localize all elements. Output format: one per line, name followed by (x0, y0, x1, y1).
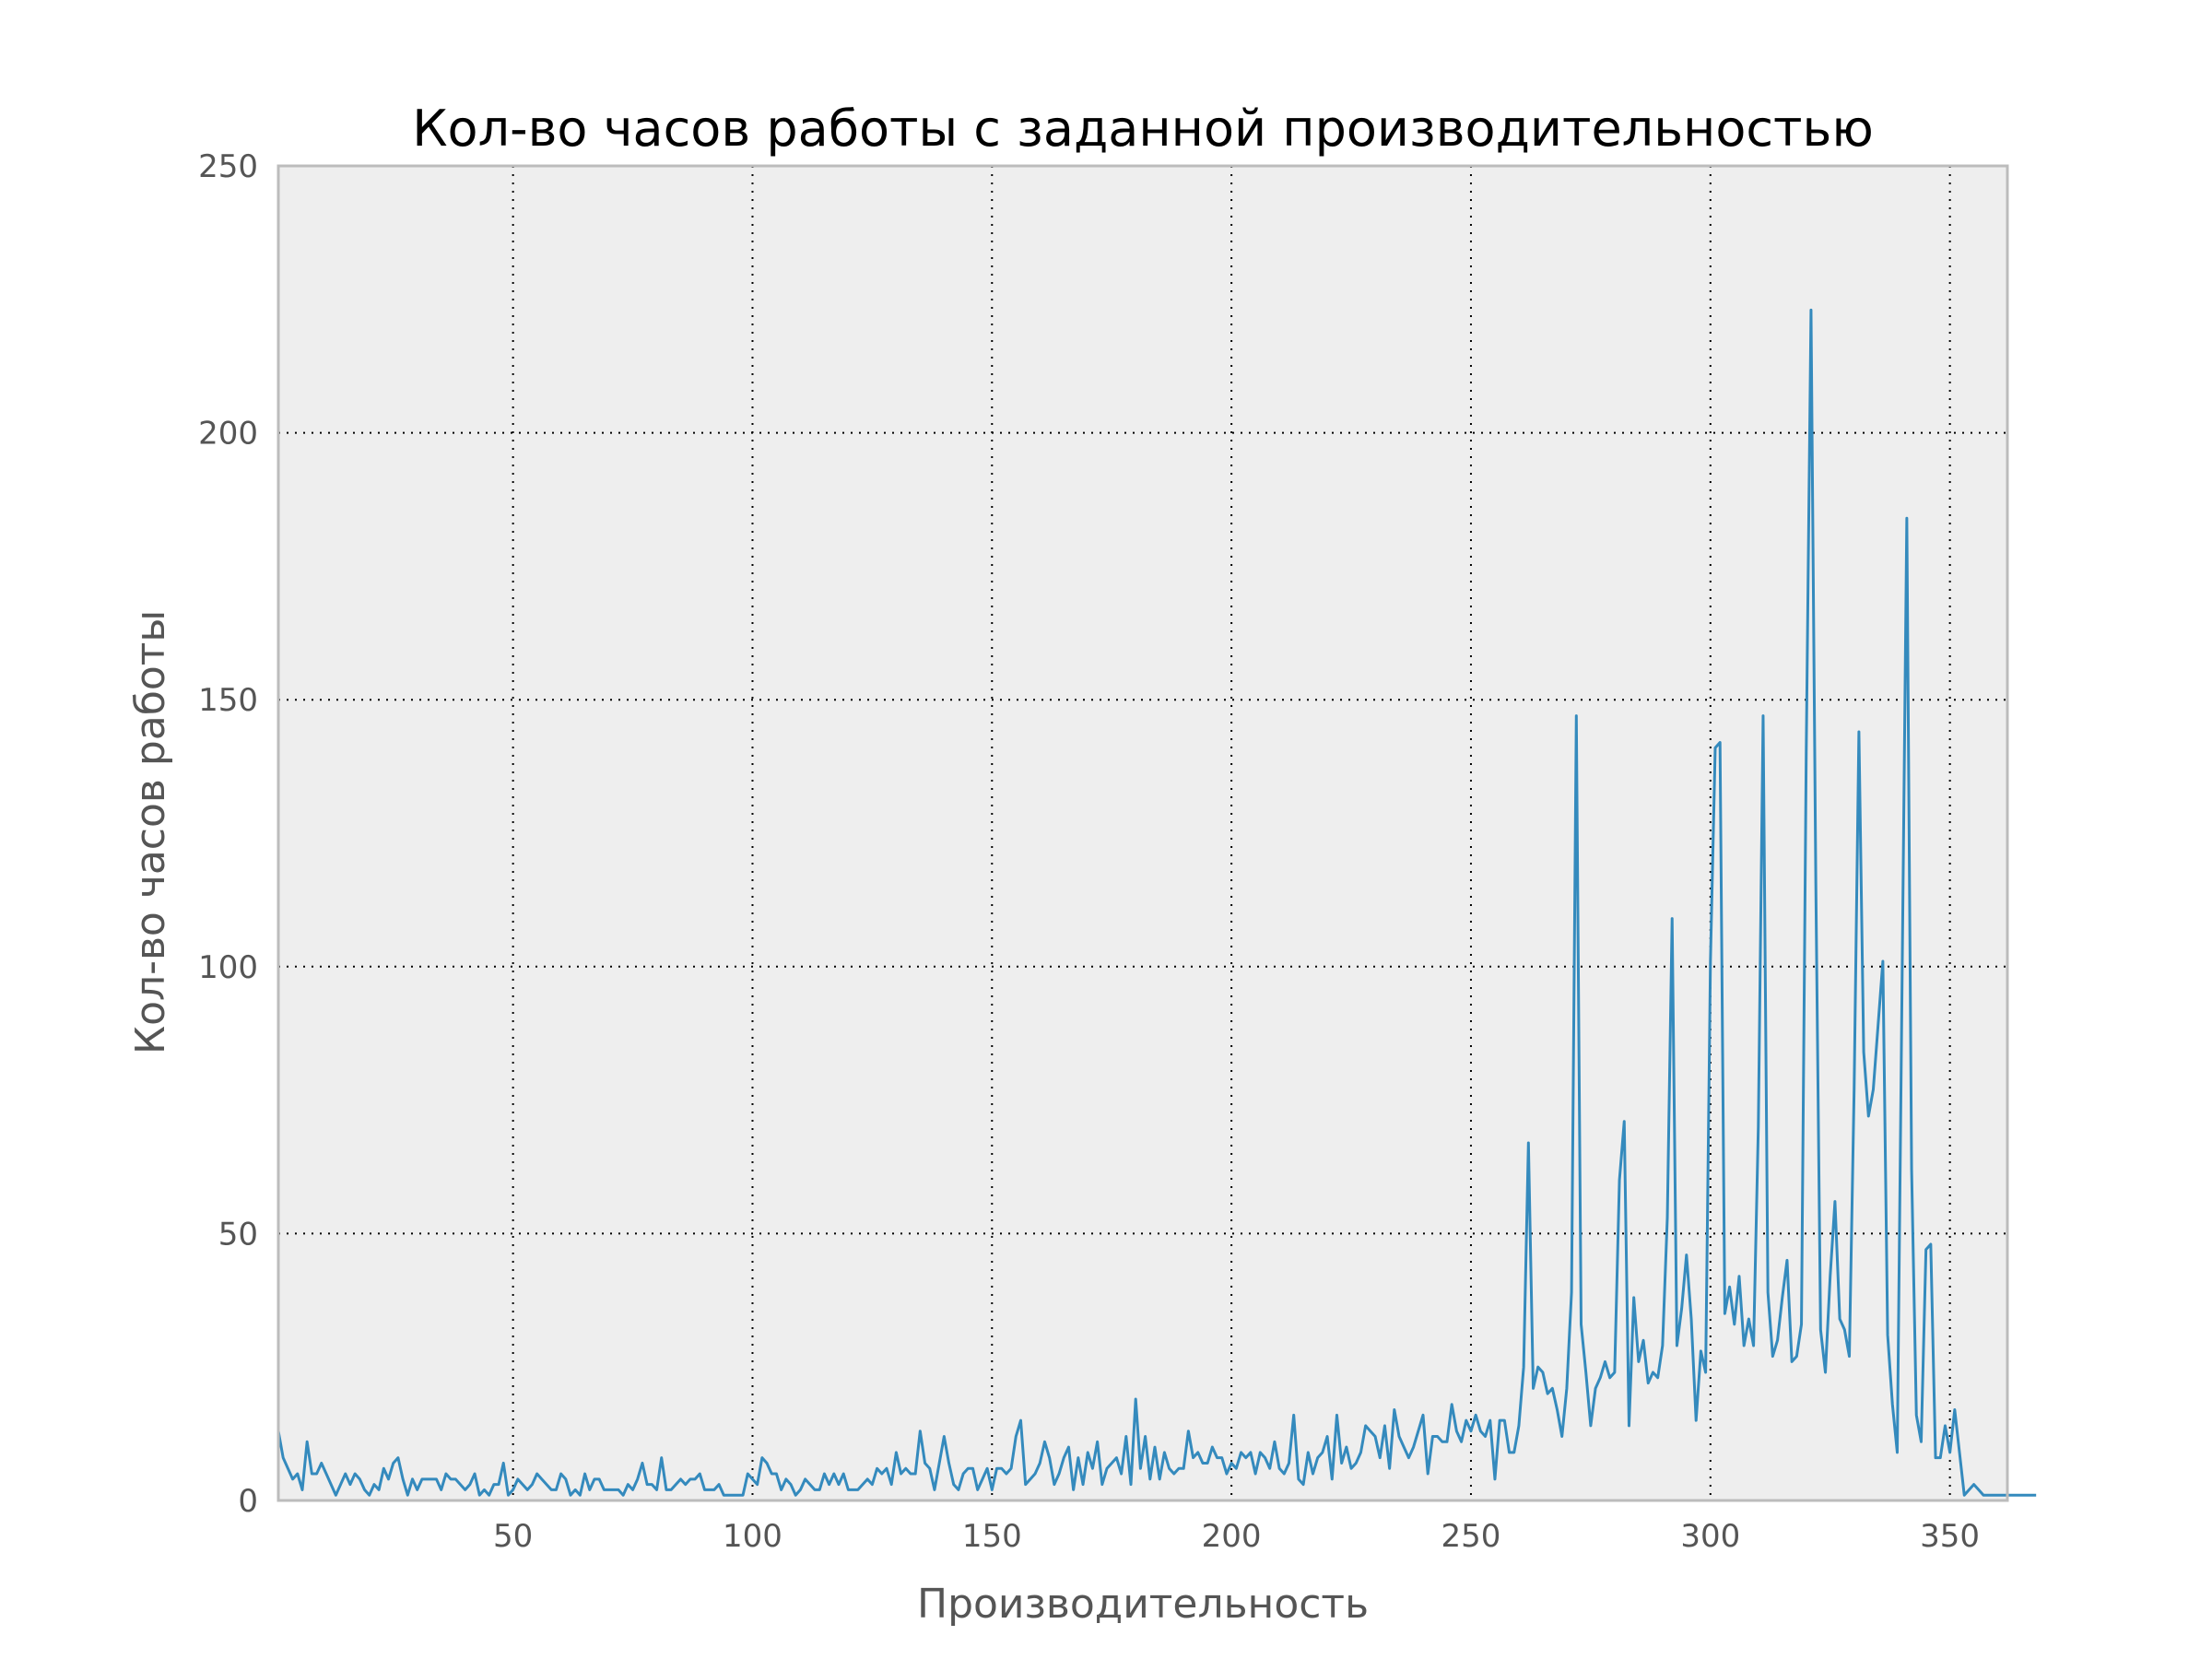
y-tick-label: 100 (198, 949, 258, 986)
y-tick-label: 0 (238, 1483, 258, 1520)
plot-area (278, 166, 2007, 1500)
y-axis-ticks: 0 50 100 150 200 250 (198, 148, 258, 1520)
series-line (276, 308, 2037, 1497)
x-tick-label: 200 (1202, 1518, 1262, 1555)
x-axis-ticks: 50 100 150 200 250 300 350 (493, 1518, 1980, 1555)
x-tick-label: 150 (962, 1518, 1022, 1555)
plot-frame (276, 164, 2009, 1502)
x-tick-label: 100 (723, 1518, 782, 1555)
x-tick-label: 50 (493, 1518, 533, 1555)
y-axis-label: Кол-во часов работы (127, 610, 174, 1054)
y-tick-label: 200 (198, 416, 258, 453)
x-tick-label: 350 (1920, 1518, 1980, 1555)
y-tick-label: 50 (218, 1216, 258, 1253)
grid (278, 166, 2007, 1500)
chart-title: Кол-во часов работы с заданной производи… (412, 100, 1874, 158)
x-tick-label: 250 (1441, 1518, 1501, 1555)
x-axis-label: Производительность (917, 1581, 1369, 1628)
x-tick-label: 300 (1680, 1518, 1740, 1555)
y-tick-label: 150 (198, 682, 258, 719)
y-tick-label: 250 (198, 148, 258, 185)
